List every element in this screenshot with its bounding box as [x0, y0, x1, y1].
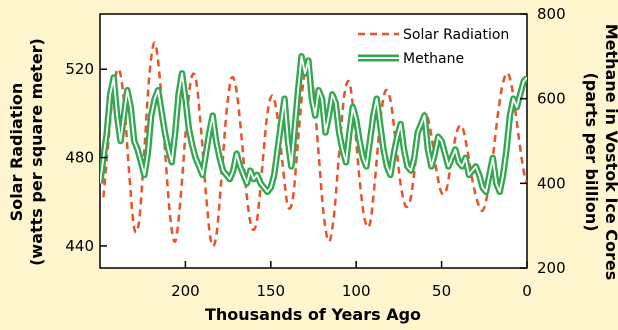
right-axis-title-line1: Methane in Vostok Ice Cores — [602, 24, 618, 281]
y-left-tick-label-480: 480 — [65, 149, 94, 167]
y-right-tick-label-200: 200 — [537, 259, 566, 277]
right-axis-title-line2: (parts per billion) — [582, 72, 601, 231]
x-tick-label-150: 150 — [256, 282, 285, 300]
series-methane-line-core — [100, 55, 527, 193]
y-left-tick-label-440: 440 — [65, 237, 94, 255]
y-right-tick-label-600: 600 — [537, 90, 566, 108]
legend: Solar Radiation Methane — [358, 27, 509, 67]
x-tick-label-50: 50 — [432, 282, 451, 300]
x-tick-label-0: 0 — [522, 282, 532, 300]
legend-solar-label: Solar Radiation — [403, 27, 509, 43]
y-right-tick-label-800: 800 — [537, 5, 566, 23]
x-tick-label-100: 100 — [342, 282, 371, 300]
left-axis-title-line2: (watts per square meter) — [27, 38, 46, 266]
y-right-tick-label-400: 400 — [537, 174, 566, 192]
left-axis-title-line1: Solar Radiation — [7, 83, 26, 222]
y-left-tick-label-520: 520 — [65, 60, 94, 78]
x-axis-title: Thousands of Years Ago — [205, 305, 421, 324]
x-tick-label-200: 200 — [171, 282, 200, 300]
legend-methane-label: Methane — [403, 51, 464, 67]
